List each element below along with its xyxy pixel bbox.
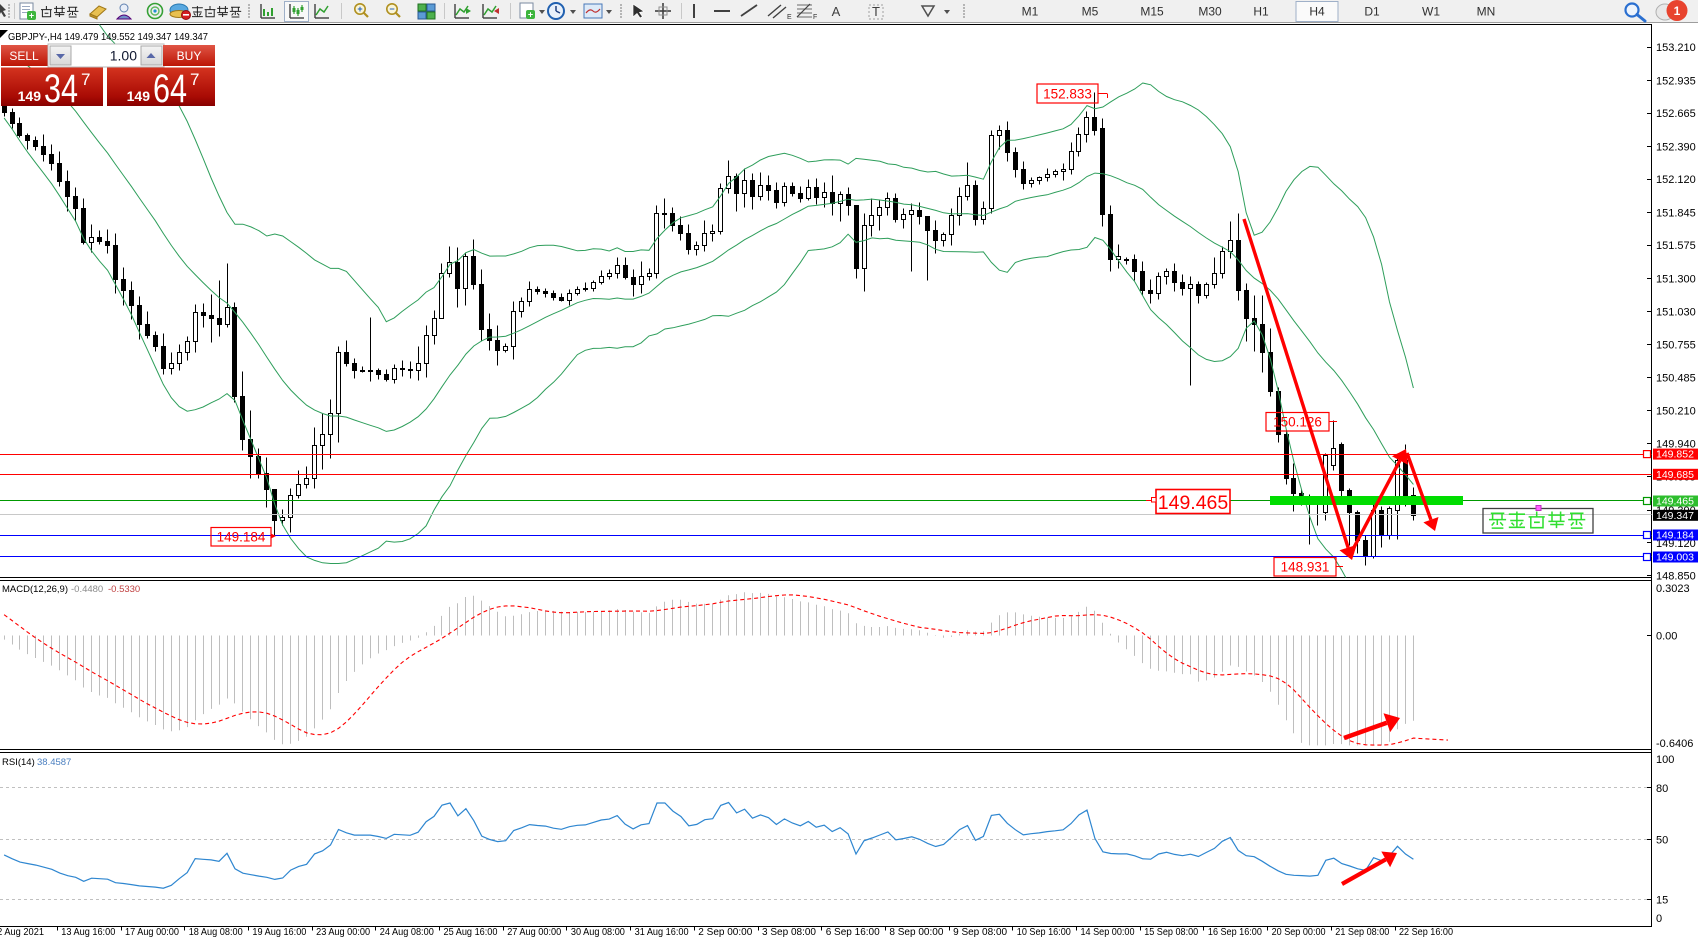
svg-text:150.210: 150.210 [1656,406,1696,418]
svg-text:0: 0 [1656,913,1662,925]
svg-text:MN: MN [1477,5,1496,19]
svg-text:7: 7 [190,70,199,89]
svg-text:148.931: 148.931 [1281,560,1330,575]
svg-text:150.485: 150.485 [1656,372,1696,384]
svg-text:148.850: 148.850 [1656,571,1696,583]
svg-text:151.575: 151.575 [1656,240,1696,252]
svg-text:151.300: 151.300 [1656,274,1696,286]
svg-text:149: 149 [127,88,151,104]
svg-text:149.184: 149.184 [217,530,266,545]
svg-text:0.00: 0.00 [1656,631,1677,643]
svg-text:BUY: BUY [177,49,202,63]
svg-text:19 Aug 16:00: 19 Aug 16:00 [252,926,306,938]
svg-text:21 Sep 08:00: 21 Sep 08:00 [1335,926,1389,938]
svg-text:151.030: 151.030 [1656,306,1696,318]
svg-text:149.940: 149.940 [1656,438,1696,450]
svg-text:149.184: 149.184 [1656,530,1694,542]
svg-text:1.00: 1.00 [110,48,137,64]
svg-text:13 Aug 16:00: 13 Aug 16:00 [61,926,115,938]
svg-text:152.833: 152.833 [1043,86,1092,101]
svg-text:+: + [528,10,533,20]
svg-text:150.755: 150.755 [1656,340,1696,352]
svg-text:6 Sep 16:00: 6 Sep 16:00 [826,926,880,938]
svg-text:-0.6406: -0.6406 [1656,738,1693,750]
svg-text:30 Aug 08:00: 30 Aug 08:00 [571,926,625,938]
svg-text:152.665: 152.665 [1656,108,1696,120]
svg-text:T: T [872,4,880,19]
svg-text:80: 80 [1656,783,1668,795]
svg-text:H1: H1 [1253,5,1269,19]
svg-text:149.347: 149.347 [1656,510,1694,522]
svg-text:50: 50 [1656,834,1668,846]
svg-text:9 Sep 08:00: 9 Sep 08:00 [953,926,1007,938]
svg-text:12 Aug 2021: 12 Aug 2021 [0,926,44,938]
svg-text:64: 64 [153,67,187,111]
svg-text:22 Sep 16:00: 22 Sep 16:00 [1399,926,1453,938]
svg-text:149.465: 149.465 [1158,492,1229,514]
svg-text:2 Sep 00:00: 2 Sep 00:00 [698,926,752,938]
svg-text:F: F [813,14,817,21]
svg-text:27 Aug 00:00: 27 Aug 00:00 [507,926,561,938]
svg-text:149.465: 149.465 [1656,496,1694,508]
svg-text:M5: M5 [1082,5,1099,19]
svg-text:0.3023: 0.3023 [1656,583,1690,595]
svg-text:25 Aug 16:00: 25 Aug 16:00 [444,926,498,938]
svg-text:H4: H4 [1309,5,1325,19]
svg-text:149.003: 149.003 [1656,552,1694,564]
svg-text:RSI(14): RSI(14) [2,757,35,768]
svg-text:7: 7 [81,70,90,89]
svg-text:17 Aug 00:00: 17 Aug 00:00 [125,926,179,938]
svg-text:M30: M30 [1198,5,1222,19]
svg-text:100: 100 [1656,754,1674,766]
svg-text:1: 1 [1674,4,1681,18]
svg-text:149: 149 [18,88,42,104]
svg-text:A: A [832,4,841,19]
svg-text:M1: M1 [1022,5,1039,19]
svg-text:W1: W1 [1422,5,1440,19]
svg-text:151.845: 151.845 [1656,208,1696,220]
svg-text:152.935: 152.935 [1656,75,1696,87]
svg-text:+: + [357,4,362,14]
svg-text:38.4587: 38.4587 [37,757,71,768]
svg-text:15: 15 [1656,895,1668,907]
svg-text:152.390: 152.390 [1656,141,1696,153]
svg-text:18 Aug 08:00: 18 Aug 08:00 [189,926,243,938]
svg-text:24 Aug 08:00: 24 Aug 08:00 [380,926,434,938]
svg-text:GBPJPY-,H4 149.479 149.552 14: GBPJPY-,H4 149.479 149.552 149.347 149.3… [8,31,208,43]
svg-text:3 Sep 08:00: 3 Sep 08:00 [762,926,816,938]
svg-text:14 Sep 00:00: 14 Sep 00:00 [1081,926,1135,938]
svg-text:149.120: 149.120 [1656,538,1696,550]
svg-text:E: E [787,14,792,21]
svg-text:-0.4480: -0.4480 [71,584,103,595]
svg-text:34: 34 [44,67,78,111]
svg-text:15 Sep 08:00: 15 Sep 08:00 [1144,926,1198,938]
svg-text:10 Sep 16:00: 10 Sep 16:00 [1017,926,1071,938]
svg-text:152.120: 152.120 [1656,174,1696,186]
svg-text:M15: M15 [1140,5,1164,19]
svg-text:150.126: 150.126 [1273,415,1322,430]
svg-text:153.210: 153.210 [1656,42,1696,54]
svg-text:31 Aug 16:00: 31 Aug 16:00 [635,926,689,938]
svg-text:16 Sep 16:00: 16 Sep 16:00 [1208,926,1262,938]
svg-text:SELL: SELL [9,49,39,63]
svg-text:MACD(12,26,9): MACD(12,26,9) [2,584,68,595]
svg-text:8 Sep 00:00: 8 Sep 00:00 [889,926,943,938]
svg-text:D1: D1 [1364,5,1380,19]
svg-text:+: + [29,11,34,21]
svg-text:20 Sep 00:00: 20 Sep 00:00 [1272,926,1326,938]
svg-text:-0.5330: -0.5330 [108,584,140,595]
svg-text:23 Aug 00:00: 23 Aug 00:00 [316,926,370,938]
svg-text:149.852: 149.852 [1656,449,1694,461]
svg-text:−: − [389,4,394,14]
svg-text:149.685: 149.685 [1656,469,1694,481]
